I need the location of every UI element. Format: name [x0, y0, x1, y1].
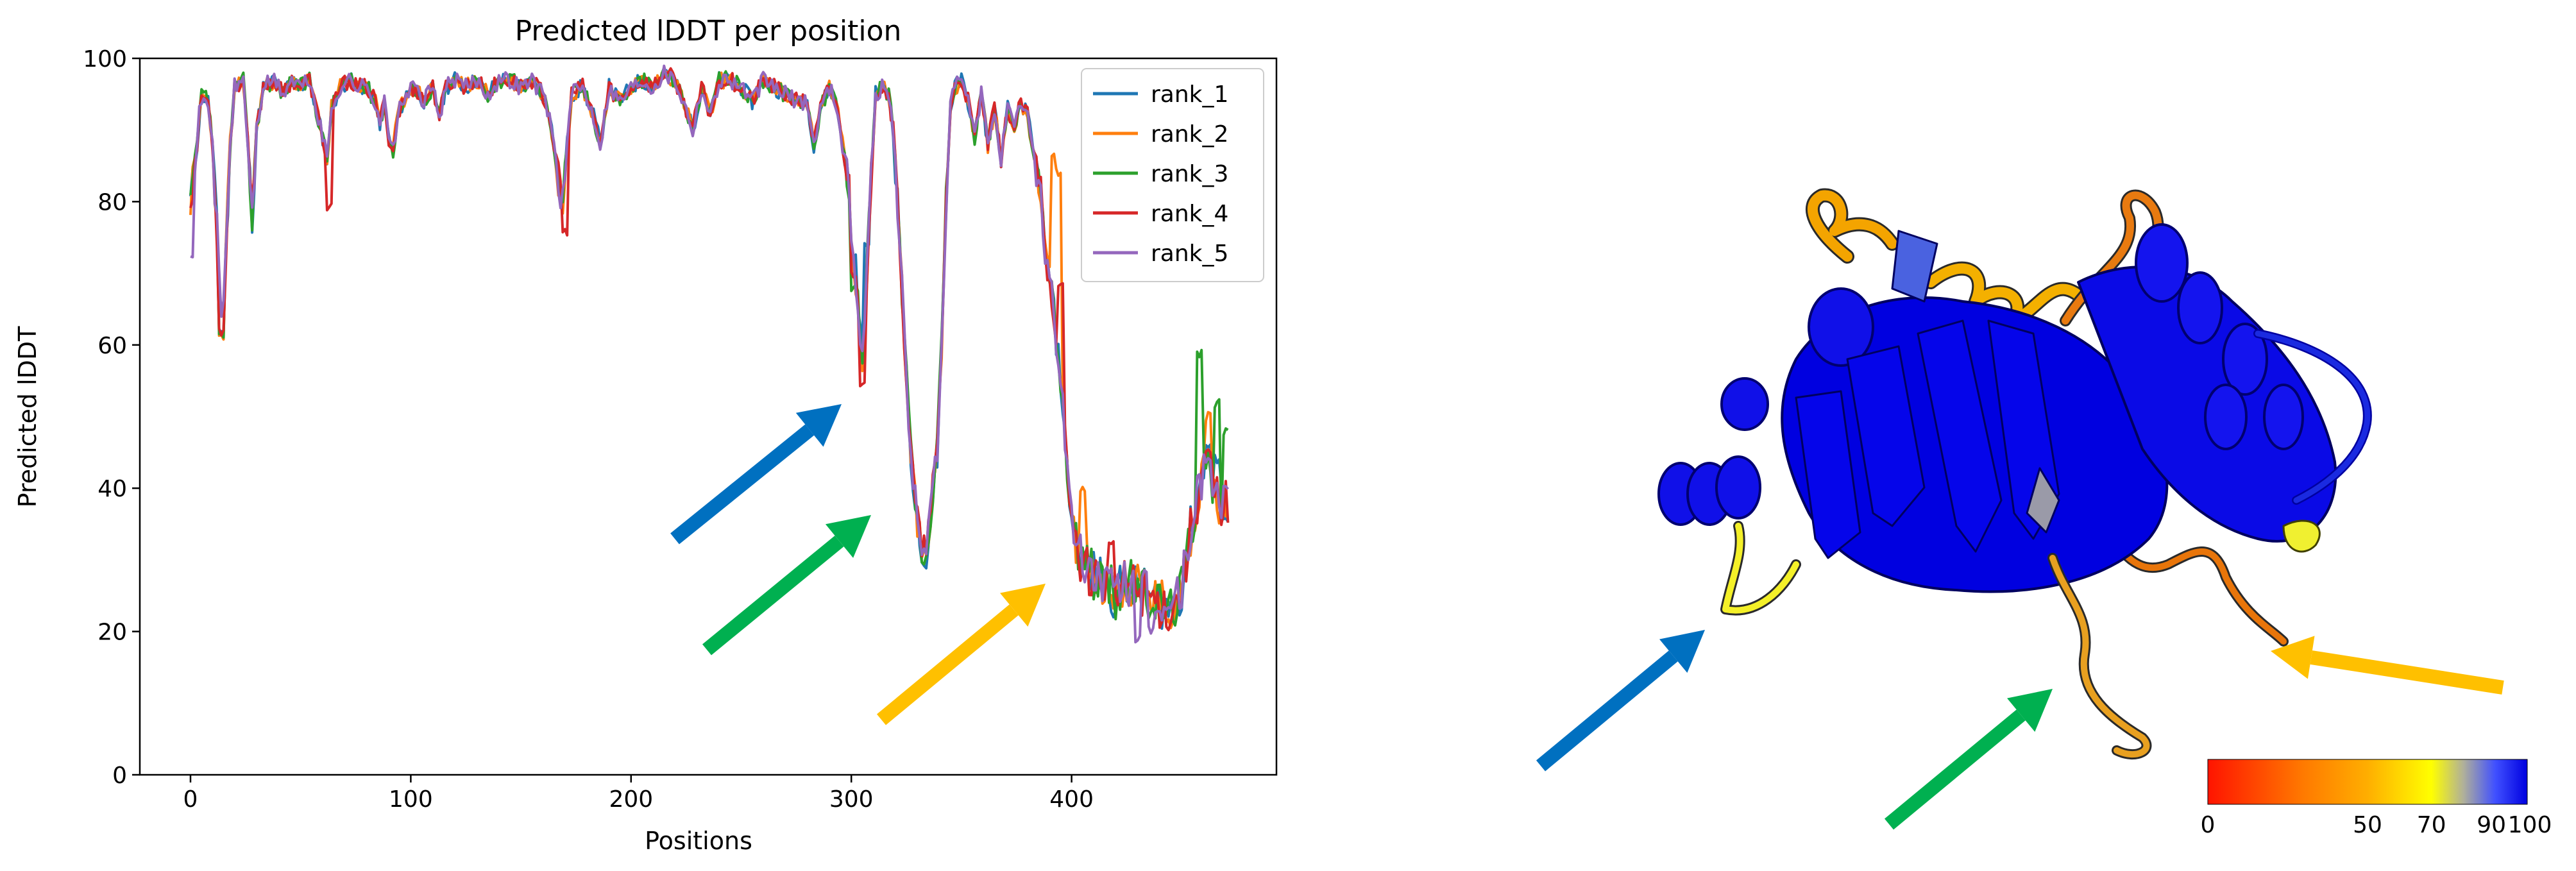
blue-arrow-shaft: [670, 424, 815, 545]
series-line-rank_3: [189, 66, 1229, 627]
plot-frame: [139, 57, 1278, 776]
yellow-arrow-head: [2271, 636, 2315, 679]
x-tick-label: 300: [829, 786, 874, 813]
y-ticks: 0 20 40 60 80 100: [83, 46, 140, 789]
series-line-rank_4: [189, 67, 1230, 632]
yellow-arrow-shaft: [2310, 650, 2504, 695]
green-arrow-shaft: [702, 536, 844, 655]
series-line-rank_5: [190, 64, 1229, 644]
x-axis-label: Positions: [645, 827, 752, 855]
legend-label: rank_5: [1151, 241, 1228, 267]
colorbar-label: 70: [2417, 812, 2446, 838]
series-line-rank_1: [189, 68, 1230, 630]
blue-arrow-shaft: [1536, 650, 1678, 772]
x-ticks: 0 100 200 300 400: [183, 775, 1094, 813]
green-arrow-head: [2007, 689, 2053, 732]
y-tick-label: 80: [97, 189, 127, 216]
colorbar-label: 50: [2353, 812, 2382, 838]
y-tick-label: 0: [112, 763, 127, 789]
beta-strands: [1795, 319, 2060, 559]
yellow-arrow-shaft: [876, 604, 1019, 725]
y-tick-label: 60: [97, 333, 127, 359]
grey-strand: [2026, 467, 2060, 534]
colorbar-label: 100: [2508, 812, 2552, 838]
colorbar-gradient: [2207, 759, 2528, 805]
blue-arrow-head: [795, 404, 842, 447]
y-tick-label: 100: [83, 46, 127, 72]
green-arrow-head: [825, 515, 871, 558]
x-tick-label: 200: [609, 786, 653, 813]
left-helices: [1657, 287, 1874, 526]
x-tick-label: 0: [183, 786, 198, 813]
colorbar-label: 0: [2201, 812, 2216, 838]
legend-label: rank_1: [1151, 81, 1228, 108]
y-tick-label: 40: [97, 476, 127, 502]
chart-arrows: [670, 404, 1046, 725]
light-blue-strand: [1891, 230, 1938, 303]
yellow-helix-right: [2282, 520, 2321, 553]
yellow-arrow-head: [1000, 584, 1046, 627]
series-layer: [189, 64, 1230, 644]
legend: rank_1 rank_2 rank_3 rank_4 rank_5: [1081, 68, 1264, 282]
right-helices: [2135, 223, 2304, 450]
legend-box: [1081, 68, 1264, 282]
colorbar-label: 90: [2477, 812, 2506, 838]
blue-arrow-head: [1659, 630, 1705, 673]
y-tick-label: 20: [97, 620, 127, 646]
colorbar-labels: 0 50 70 90 100: [2201, 812, 2552, 838]
green-arrow-shaft: [1884, 709, 2026, 830]
colorbar: 0 50 70 90 100: [2201, 759, 2552, 838]
chart-title: Predicted lDDT per position: [515, 15, 902, 47]
series-line-rank_2: [189, 70, 1229, 630]
protein-structure: [1657, 188, 2372, 760]
y-axis-label: Predicted lDDT: [13, 326, 42, 508]
x-tick-label: 100: [389, 786, 433, 813]
legend-label: rank_4: [1151, 201, 1228, 227]
x-tick-label: 400: [1049, 786, 1094, 813]
structure-arrows: [1536, 630, 2504, 830]
legend-label: rank_3: [1151, 161, 1228, 187]
legend-label: rank_2: [1151, 121, 1228, 148]
